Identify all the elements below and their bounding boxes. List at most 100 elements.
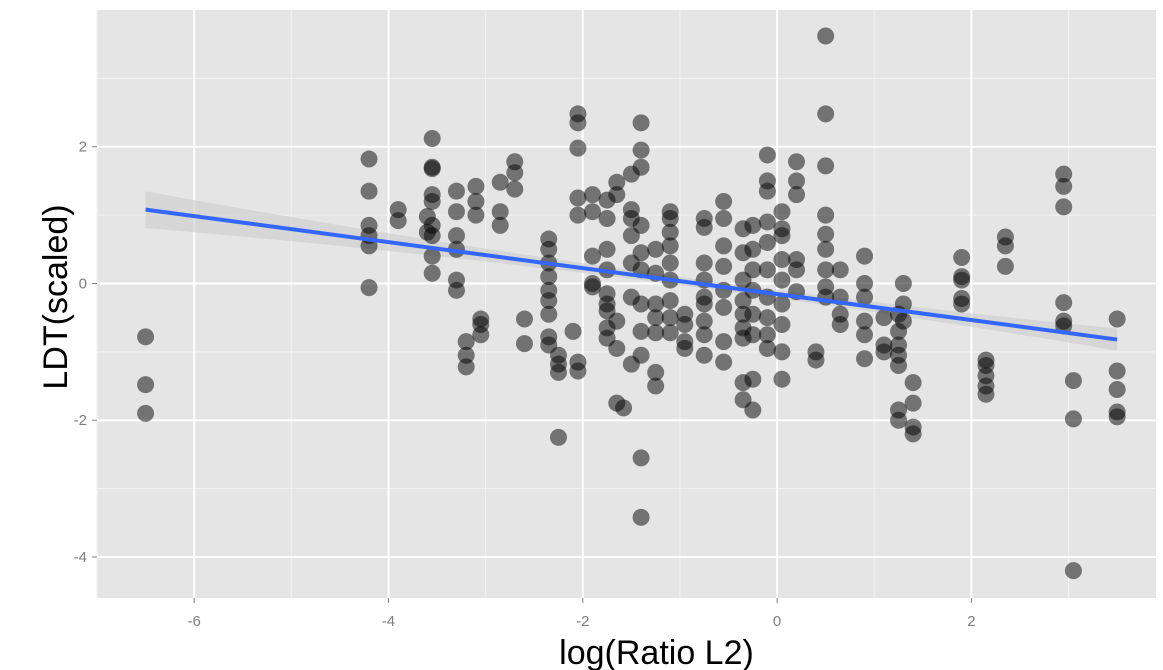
- data-point: [856, 274, 874, 292]
- data-point: [661, 254, 679, 272]
- data-point: [1108, 380, 1126, 398]
- data-point: [715, 192, 733, 210]
- data-point: [904, 374, 922, 392]
- data-point: [758, 146, 776, 164]
- data-point: [360, 150, 378, 168]
- data-point: [788, 153, 806, 171]
- data-point: [977, 385, 995, 403]
- data-point: [632, 141, 650, 159]
- data-point: [632, 322, 650, 340]
- data-point: [540, 292, 558, 310]
- data-point: [758, 213, 776, 231]
- data-point: [744, 401, 762, 419]
- data-point: [904, 425, 922, 443]
- data-point: [549, 428, 567, 446]
- data-point: [423, 192, 441, 210]
- data-point: [817, 206, 835, 224]
- data-point: [423, 227, 441, 245]
- data-point: [632, 114, 650, 132]
- data-point: [467, 177, 485, 195]
- data-point: [615, 399, 633, 417]
- data-point: [695, 218, 713, 236]
- data-point: [457, 346, 475, 364]
- data-point: [758, 233, 776, 251]
- x-axis-label: log(Ratio L2): [559, 634, 754, 670]
- data-point: [1108, 408, 1126, 426]
- data-point: [807, 351, 825, 369]
- data-point: [773, 316, 791, 334]
- data-point: [817, 225, 835, 243]
- data-point: [890, 411, 908, 429]
- data-point: [540, 268, 558, 286]
- data-point: [856, 247, 874, 265]
- data-point: [491, 216, 509, 234]
- data-point: [894, 274, 912, 292]
- data-point: [953, 271, 971, 289]
- x-tick-label: 2: [967, 613, 975, 630]
- data-point: [1055, 177, 1073, 195]
- data-point: [875, 309, 893, 327]
- data-point: [540, 305, 558, 323]
- data-point: [661, 309, 679, 327]
- data-point: [831, 261, 849, 279]
- data-point: [632, 449, 650, 467]
- data-point: [758, 309, 776, 327]
- data-point: [137, 376, 155, 394]
- data-point: [695, 312, 713, 330]
- data-point: [569, 114, 587, 132]
- data-point: [744, 305, 762, 323]
- data-point: [715, 257, 733, 275]
- data-point: [647, 377, 665, 395]
- data-point: [389, 212, 407, 230]
- x-tick-label: 0: [773, 613, 781, 630]
- data-point: [904, 394, 922, 412]
- data-point: [758, 261, 776, 279]
- data-point: [506, 180, 524, 198]
- data-point: [569, 189, 587, 207]
- data-point: [598, 240, 616, 258]
- data-point: [788, 172, 806, 190]
- data-point: [457, 358, 475, 376]
- data-point: [632, 216, 650, 234]
- data-point: [506, 164, 524, 182]
- data-point: [856, 312, 874, 330]
- data-point: [447, 281, 465, 299]
- x-tick-label: -4: [382, 613, 395, 630]
- y-tick-label: 0: [79, 275, 87, 292]
- data-point: [583, 278, 601, 296]
- data-point: [472, 326, 490, 344]
- data-point: [423, 130, 441, 148]
- data-point: [647, 324, 665, 342]
- data-point: [953, 295, 971, 313]
- data-point: [1055, 165, 1073, 183]
- data-point: [817, 27, 835, 45]
- data-point: [457, 333, 475, 351]
- data-point: [695, 346, 713, 364]
- data-point: [715, 237, 733, 255]
- data-point: [515, 310, 533, 328]
- data-point: [1055, 294, 1073, 312]
- data-point: [817, 240, 835, 258]
- x-tick-label: -2: [576, 613, 589, 630]
- data-point: [817, 157, 835, 175]
- data-point: [996, 257, 1014, 275]
- data-point: [773, 227, 791, 245]
- data-points: [137, 27, 1126, 580]
- data-point: [447, 203, 465, 221]
- data-point: [758, 339, 776, 357]
- data-point: [856, 326, 874, 344]
- data-point: [953, 249, 971, 267]
- data-point: [817, 105, 835, 123]
- data-point: [773, 295, 791, 313]
- data-point: [676, 339, 694, 357]
- data-point: [540, 240, 558, 258]
- data-point: [137, 328, 155, 346]
- data-point: [788, 186, 806, 204]
- data-point: [773, 271, 791, 289]
- data-point: [758, 326, 776, 344]
- data-point: [773, 343, 791, 361]
- data-point: [1064, 410, 1082, 428]
- data-point: [423, 264, 441, 282]
- data-point: [549, 363, 567, 381]
